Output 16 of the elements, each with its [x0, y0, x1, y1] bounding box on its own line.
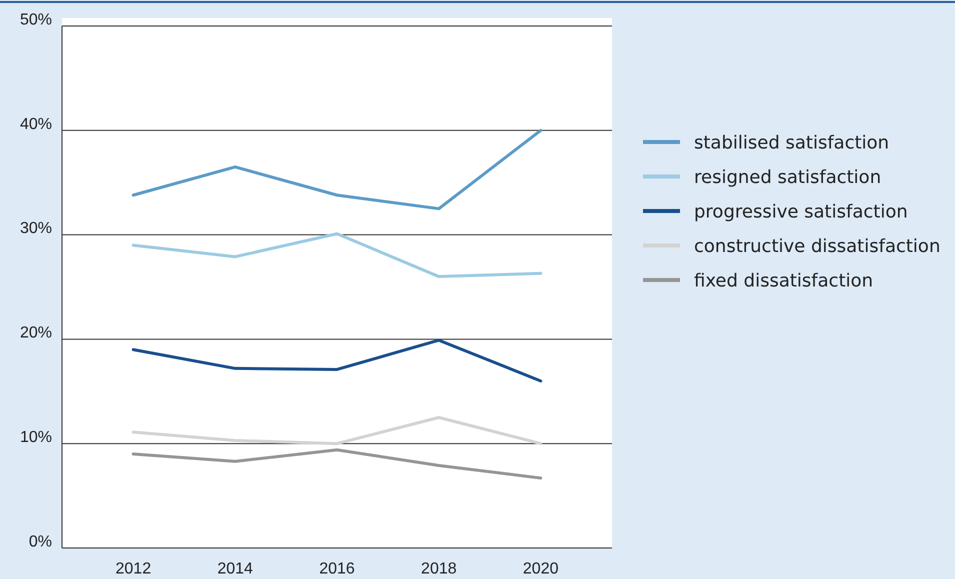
x-tick-label: 2014 — [217, 560, 254, 578]
y-tick-label: 0% — [28, 533, 52, 550]
y-tick-label: 20% — [20, 324, 52, 342]
y-tick-label: 40% — [20, 116, 52, 133]
legend-label: resigned satisfaction — [694, 166, 882, 188]
y-tick-label: 50% — [20, 11, 52, 28]
x-tick-label: 2012 — [116, 560, 152, 578]
legend-label: progressive satisfaction — [694, 201, 908, 222]
x-tick-label: 2020 — [522, 560, 559, 578]
legend-label: stabilised satisfaction — [694, 132, 890, 154]
x-tick-label: 2018 — [421, 560, 457, 578]
y-tick-label: 30% — [20, 220, 52, 238]
x-tick-label: 2016 — [319, 560, 355, 578]
legend-label: fixed dissatisfaction — [694, 270, 874, 292]
legend-label: constructive dissatisfaction — [694, 236, 940, 257]
y-tick-label: 10% — [20, 429, 52, 446]
